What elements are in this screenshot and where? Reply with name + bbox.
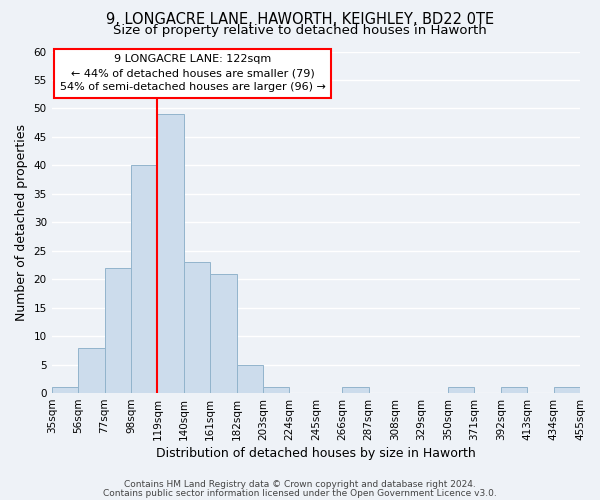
Bar: [263, 388, 289, 393]
Text: 9, LONGACRE LANE, HAWORTH, KEIGHLEY, BD22 0TE: 9, LONGACRE LANE, HAWORTH, KEIGHLEY, BD2…: [106, 12, 494, 28]
Bar: [236, 364, 263, 393]
Y-axis label: Number of detached properties: Number of detached properties: [15, 124, 28, 321]
Bar: [131, 166, 157, 393]
Text: Contains HM Land Registry data © Crown copyright and database right 2024.: Contains HM Land Registry data © Crown c…: [124, 480, 476, 489]
Bar: [501, 388, 527, 393]
X-axis label: Distribution of detached houses by size in Haworth: Distribution of detached houses by size …: [156, 447, 476, 460]
Bar: [184, 262, 210, 393]
Bar: [554, 388, 580, 393]
Bar: [342, 388, 368, 393]
Text: Size of property relative to detached houses in Haworth: Size of property relative to detached ho…: [113, 24, 487, 37]
Bar: [448, 388, 475, 393]
Bar: [210, 274, 236, 393]
Bar: [52, 388, 78, 393]
Bar: [157, 114, 184, 393]
Text: 9 LONGACRE LANE: 122sqm
← 44% of detached houses are smaller (79)
54% of semi-de: 9 LONGACRE LANE: 122sqm ← 44% of detache…: [59, 54, 325, 92]
Text: Contains public sector information licensed under the Open Government Licence v3: Contains public sector information licen…: [103, 488, 497, 498]
Bar: [104, 268, 131, 393]
Bar: [78, 348, 104, 393]
